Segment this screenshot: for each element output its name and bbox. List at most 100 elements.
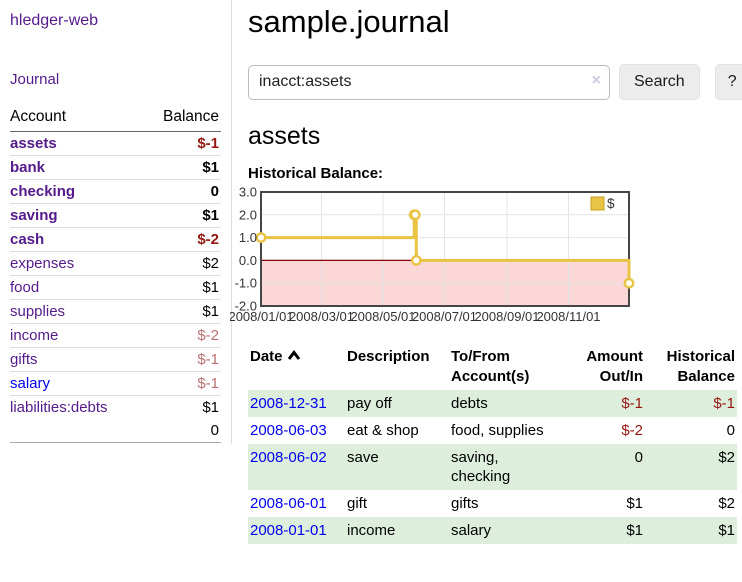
transaction-description: save: [347, 449, 379, 466]
account-balance: $-1: [143, 347, 221, 372]
register-table: Date Description To/From Account(s) Amou…: [248, 344, 737, 544]
account-link-salary[interactable]: salary: [10, 375, 51, 392]
accounts-total-balance: 0: [143, 419, 221, 443]
account-balance: $1: [143, 299, 221, 324]
transaction-accounts: saving, checking: [451, 449, 511, 485]
account-row: salary $-1: [10, 371, 221, 396]
historical-balance-chart: $3.0 2.0 1.0 0.0 -1.0 -2.0 2008/01/01 2008/03/0…: [228, 184, 726, 326]
transaction-amount: $1: [626, 495, 643, 512]
account-row: supplies $1: [10, 299, 221, 324]
transaction-description: income: [347, 522, 396, 539]
account-link-gifts[interactable]: gifts: [10, 351, 38, 368]
register-header-date[interactable]: Date: [248, 344, 345, 390]
register-header-amount: Amount Out/In: [586, 348, 643, 385]
account-link-checking[interactable]: checking: [10, 183, 76, 200]
help-button[interactable]: ?: [714, 64, 742, 100]
transaction-date-link[interactable]: 2008-06-03: [250, 422, 327, 439]
transaction-accounts: gifts: [451, 495, 479, 512]
transaction-amount: $-2: [621, 422, 643, 439]
account-heading: assets: [248, 122, 321, 150]
transaction-date-link[interactable]: 2008-06-01: [250, 495, 327, 512]
account-link-liabilities-debts[interactable]: liabilities:debts: [10, 399, 108, 416]
sort-ascending-icon: [287, 350, 300, 360]
transaction-row: 2008-06-03 eat & shop food, supplies $-2 0: [248, 417, 737, 444]
account-link-saving[interactable]: saving: [10, 207, 58, 224]
transaction-balance: $-1: [713, 395, 735, 412]
account-row: saving $1: [10, 203, 221, 228]
clear-search-icon[interactable]: ×: [591, 71, 601, 89]
accounts-total-row: 0: [10, 419, 221, 443]
transaction-balance: $1: [718, 522, 735, 539]
transaction-row: 2008-06-01 gift gifts $1 $2: [248, 490, 737, 517]
account-balance: $-1: [197, 135, 219, 152]
accounts-header-account: Account: [10, 106, 144, 132]
account-balance: $2: [143, 251, 221, 276]
search-input[interactable]: [248, 64, 610, 100]
transaction-amount: $-1: [621, 395, 643, 412]
account-link-expenses[interactable]: expenses: [10, 255, 75, 272]
app-window: hledger-web Journal Account Balance asse…: [0, 0, 742, 544]
svg-text:-2.0: -2.0: [235, 299, 257, 314]
brand-link[interactable]: hledger-web: [10, 12, 99, 29]
transaction-balance: $2: [718, 495, 735, 512]
account-balance: $1: [143, 155, 221, 180]
transaction-date-link[interactable]: 2008-12-31: [250, 395, 327, 412]
transaction-amount: 0: [634, 449, 643, 466]
main-content: sample.journal × Search ? assets Histori…: [228, 0, 742, 544]
accounts-table: Account Balance assets $-1 bank $1 checking 0…: [10, 106, 221, 443]
svg-text:$: $: [607, 196, 615, 211]
search-form: × Search ?: [248, 64, 742, 100]
svg-text:1.0: 1.0: [239, 230, 257, 245]
account-link-assets[interactable]: assets: [10, 135, 57, 152]
account-balance: $1: [143, 275, 221, 300]
account-link-food[interactable]: food: [10, 279, 40, 296]
transaction-row: 2008-06-02 save saving, checking 0 $2: [248, 444, 737, 490]
search-button[interactable]: Search: [619, 64, 700, 100]
transaction-date-link[interactable]: 2008-06-02: [250, 449, 327, 466]
transaction-description: pay off: [347, 395, 392, 412]
transaction-description: gift: [347, 495, 368, 512]
account-row: gifts $-1: [10, 347, 221, 372]
account-link-bank[interactable]: bank: [10, 159, 46, 176]
transaction-row: 2008-12-31 pay off debts $-1 $-1: [248, 390, 737, 417]
transaction-accounts: salary: [451, 522, 492, 539]
svg-text:2008/11/01: 2008/11/01: [536, 309, 600, 324]
svg-text:2008/03/01: 2008/03/01: [289, 309, 354, 324]
chart-title: Historical Balance:: [248, 165, 384, 182]
account-row: expenses $2: [10, 251, 221, 276]
account-link-income[interactable]: income: [10, 327, 59, 344]
transaction-accounts: debts: [451, 395, 488, 412]
account-link-cash[interactable]: cash: [10, 231, 45, 248]
account-row: income $-2: [10, 323, 221, 348]
account-row: liabilities:debts $1: [10, 395, 221, 419]
account-link-supplies[interactable]: supplies: [10, 303, 66, 320]
svg-text:2008/07/01: 2008/07/01: [412, 309, 477, 324]
sidebar: hledger-web Journal Account Balance asse…: [0, 0, 232, 444]
register-header-description: Description: [347, 348, 430, 365]
account-balance: $-1: [143, 371, 221, 396]
svg-text:2008/01/01: 2008/01/01: [230, 309, 294, 324]
sidebar-item-journal[interactable]: Journal: [10, 71, 60, 88]
account-row: bank $1: [10, 155, 221, 180]
transaction-date-link[interactable]: 2008-01-01: [250, 522, 327, 539]
transaction-amount: $1: [626, 522, 643, 539]
account-balance: $1: [143, 203, 221, 228]
account-balance: $1: [143, 395, 221, 419]
register-header-accounts: To/From Account(s): [451, 348, 530, 385]
chart-canvas: $3.0 2.0 1.0 0.0 -1.0 -2.02008/01/012008/03/0…: [228, 185, 635, 324]
accounts-header-balance: Balance: [143, 106, 221, 132]
svg-text:2008/09/01: 2008/09/01: [474, 309, 539, 324]
register-header-balance: Historical Balance: [666, 348, 735, 385]
account-row: assets $-1: [10, 132, 221, 156]
account-balance: $-2: [143, 227, 221, 252]
account-row: checking 0: [10, 179, 221, 204]
page-title: sample.journal: [248, 4, 450, 39]
account-balance: $-2: [143, 323, 221, 348]
transaction-accounts: food, supplies: [451, 422, 544, 439]
transaction-row: 2008-01-01 income salary $1 $1: [248, 517, 737, 544]
account-row: food $1: [10, 275, 221, 300]
svg-text:-1.0: -1.0: [235, 276, 257, 291]
transaction-description: eat & shop: [347, 422, 419, 439]
svg-text:2008/05/01: 2008/05/01: [350, 309, 415, 324]
transaction-balance: $2: [718, 449, 735, 466]
